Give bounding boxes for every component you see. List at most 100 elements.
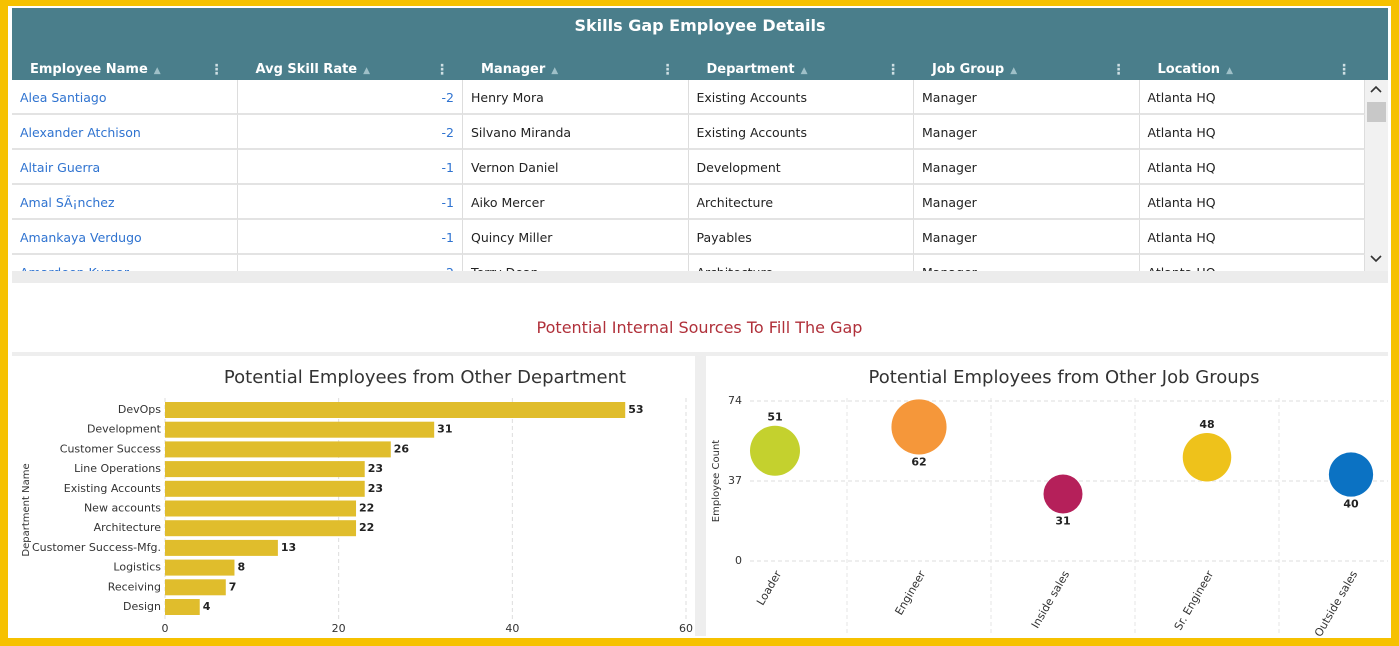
section-title: Potential Internal Sources To Fill The G… xyxy=(536,318,863,337)
table-cell: -2 xyxy=(237,80,463,115)
table-cell: Manager xyxy=(914,255,1140,271)
table-cell: Manager xyxy=(914,115,1140,150)
column-name: Department xyxy=(706,62,795,77)
table-title: Skills Gap Employee Details xyxy=(574,16,826,35)
bubble xyxy=(891,399,947,455)
sort-icon[interactable]: ▲ xyxy=(363,66,371,76)
table-cell: Vernon Daniel xyxy=(463,150,689,185)
data-label: 4 xyxy=(203,600,211,613)
y-tick-label: Line Operations xyxy=(74,462,161,475)
table-cell: Manager xyxy=(914,185,1140,220)
column-name: Avg Skill Rate xyxy=(255,62,358,77)
data-label: 62 xyxy=(911,456,926,469)
y-tick-label: Logistics xyxy=(113,561,161,574)
bar xyxy=(165,441,391,458)
column-header[interactable]: Job Group ▲ ⋮ xyxy=(914,52,1140,88)
bar xyxy=(165,559,235,576)
bar xyxy=(165,599,200,615)
bubble xyxy=(1182,432,1232,482)
y-tick-label: DevOps xyxy=(118,403,161,416)
employee-link[interactable]: Altair Guerra xyxy=(12,150,238,185)
table-header: Skills Gap Employee Details Employee Nam… xyxy=(12,8,1388,80)
column-header[interactable]: Manager ▲ ⋮ xyxy=(463,52,689,88)
bubble xyxy=(1043,474,1083,514)
sort-icon[interactable]: ▲ xyxy=(1010,66,1018,76)
bubble xyxy=(1328,452,1374,497)
table-cell: -2 xyxy=(238,255,463,271)
sort-icon[interactable]: ▲ xyxy=(800,66,808,76)
x-tick-label: Inside sales xyxy=(1029,568,1073,630)
scroll-icons xyxy=(1367,85,1386,263)
x-tick-label: Sr. Engineer xyxy=(1172,568,1217,632)
data-label: 26 xyxy=(394,442,410,455)
x-tick-label: 0 xyxy=(162,622,169,635)
data-label: 48 xyxy=(1199,418,1214,431)
column-menu[interactable]: ⋮ xyxy=(1337,62,1351,78)
column-menu[interactable]: ⋮ xyxy=(209,62,224,78)
bar xyxy=(165,579,226,596)
y-tick-label: 37 xyxy=(728,474,742,487)
y-tick-label: Customer Success xyxy=(60,442,161,455)
employee-link[interactable]: Alexander Atchison xyxy=(12,115,238,150)
bar xyxy=(165,402,626,418)
chart-title: Potential Employees from Other Job Group… xyxy=(869,367,1260,388)
column-name: Employee Name xyxy=(30,62,148,77)
table-cell: Manager xyxy=(914,150,1140,185)
table-cell: -1 xyxy=(237,185,463,220)
x-tick-label: Loader xyxy=(754,568,784,608)
data-label: 22 xyxy=(359,502,374,515)
table-cell: Henry Mora xyxy=(463,80,689,115)
employee-link[interactable]: Amankaya Verdugo xyxy=(12,220,238,255)
table-cell: Existing Accounts xyxy=(688,80,914,115)
table-cell: Existing Accounts xyxy=(688,115,914,150)
data-label: 22 xyxy=(359,521,374,534)
bar xyxy=(165,480,365,497)
bar xyxy=(165,421,435,438)
column-menu[interactable]: ⋮ xyxy=(1111,62,1126,78)
divider xyxy=(12,271,1388,283)
data-label: 51 xyxy=(767,411,782,424)
table-cell: -1 xyxy=(237,220,463,255)
table-cell: Atlanta HQ xyxy=(1139,80,1365,115)
table-cell: Quincy Miller xyxy=(463,220,689,255)
x-tick-label: Outside sales xyxy=(1312,568,1360,639)
bar xyxy=(165,539,278,556)
table-cell: Manager xyxy=(914,220,1140,255)
column-menu[interactable]: ⋮ xyxy=(660,62,675,78)
column-header[interactable]: Avg Skill Rate ▲ ⋮ xyxy=(238,52,464,88)
sort-icon[interactable]: ▲ xyxy=(153,66,161,76)
table-cell: Architecture xyxy=(689,255,914,271)
x-tick-label: 20 xyxy=(332,622,346,635)
sort-icon[interactable]: ▲ xyxy=(551,66,559,76)
column-menu[interactable]: ⋮ xyxy=(435,62,449,78)
column-header[interactable]: Department ▲ ⋮ xyxy=(689,52,915,88)
table-cell: Payables xyxy=(688,220,914,255)
table-body: Alea Santiago -2 Henry Mora Existing Accoun… xyxy=(12,80,1365,271)
column-name: Manager xyxy=(481,62,546,77)
data-label: 23 xyxy=(368,462,383,475)
column-header[interactable]: Location ▲ ⋮ xyxy=(1140,52,1366,88)
sort-icon[interactable]: ▲ xyxy=(1226,66,1233,76)
x-tick-label: 40 xyxy=(505,622,519,635)
table-cell: Silvano Miranda xyxy=(463,115,689,150)
data-label: 40 xyxy=(1343,498,1359,511)
y-tick-label: Existing Accounts xyxy=(64,482,161,495)
table-cell: -2 xyxy=(237,115,463,150)
table-cell: Architecture xyxy=(688,185,914,220)
column-header[interactable]: Employee Name ▲ ⋮ xyxy=(12,52,238,88)
bar xyxy=(165,500,357,517)
y-tick-label: Receiving xyxy=(108,580,161,593)
scrollbar[interactable] xyxy=(1365,80,1388,271)
table-cell: Atlanta HQ xyxy=(1139,115,1365,150)
employee-link[interactable]: Alea Santiago xyxy=(12,80,238,115)
employee-link[interactable]: Amal SÃ¡nchez xyxy=(12,185,238,220)
data-label: 23 xyxy=(368,482,383,495)
column-menu[interactable]: ⋮ xyxy=(886,62,900,78)
data-label: 13 xyxy=(281,541,296,554)
data-label: 31 xyxy=(1055,514,1070,527)
table-cell: Aiko Mercer xyxy=(463,185,689,220)
employee-link[interactable]: Amardeep Kumar xyxy=(12,255,238,271)
data-label: 53 xyxy=(628,403,643,416)
